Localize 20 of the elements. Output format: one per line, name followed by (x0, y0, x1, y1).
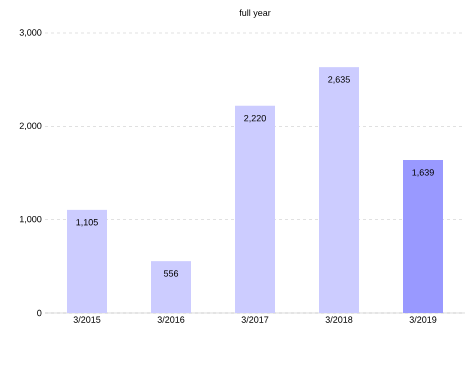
y-tick-label: 3,000 (20, 29, 42, 37)
bar (319, 67, 359, 313)
x-tick-label: 3/2016 (158, 316, 184, 323)
y-tick-label: 1,000 (20, 216, 42, 224)
data-label: 2,635 (328, 76, 350, 84)
x-tick-label: 3/2017 (242, 316, 268, 323)
x-tick-label: 3/2015 (74, 316, 100, 323)
x-tick-label: 3/2018 (326, 316, 352, 323)
x-tick-label: 3/2019 (410, 316, 436, 323)
data-label: 2,220 (244, 114, 266, 122)
data-label: 556 (164, 270, 178, 277)
y-tick-label: 0 (37, 310, 42, 316)
bar (151, 261, 191, 313)
bar (403, 160, 443, 313)
bar (235, 106, 276, 313)
data-label: 1,105 (76, 219, 98, 226)
bar (67, 210, 107, 313)
chart-title: full year (239, 9, 271, 18)
data-label: 1,639 (412, 169, 434, 177)
y-tick-label: 2,000 (20, 122, 42, 130)
